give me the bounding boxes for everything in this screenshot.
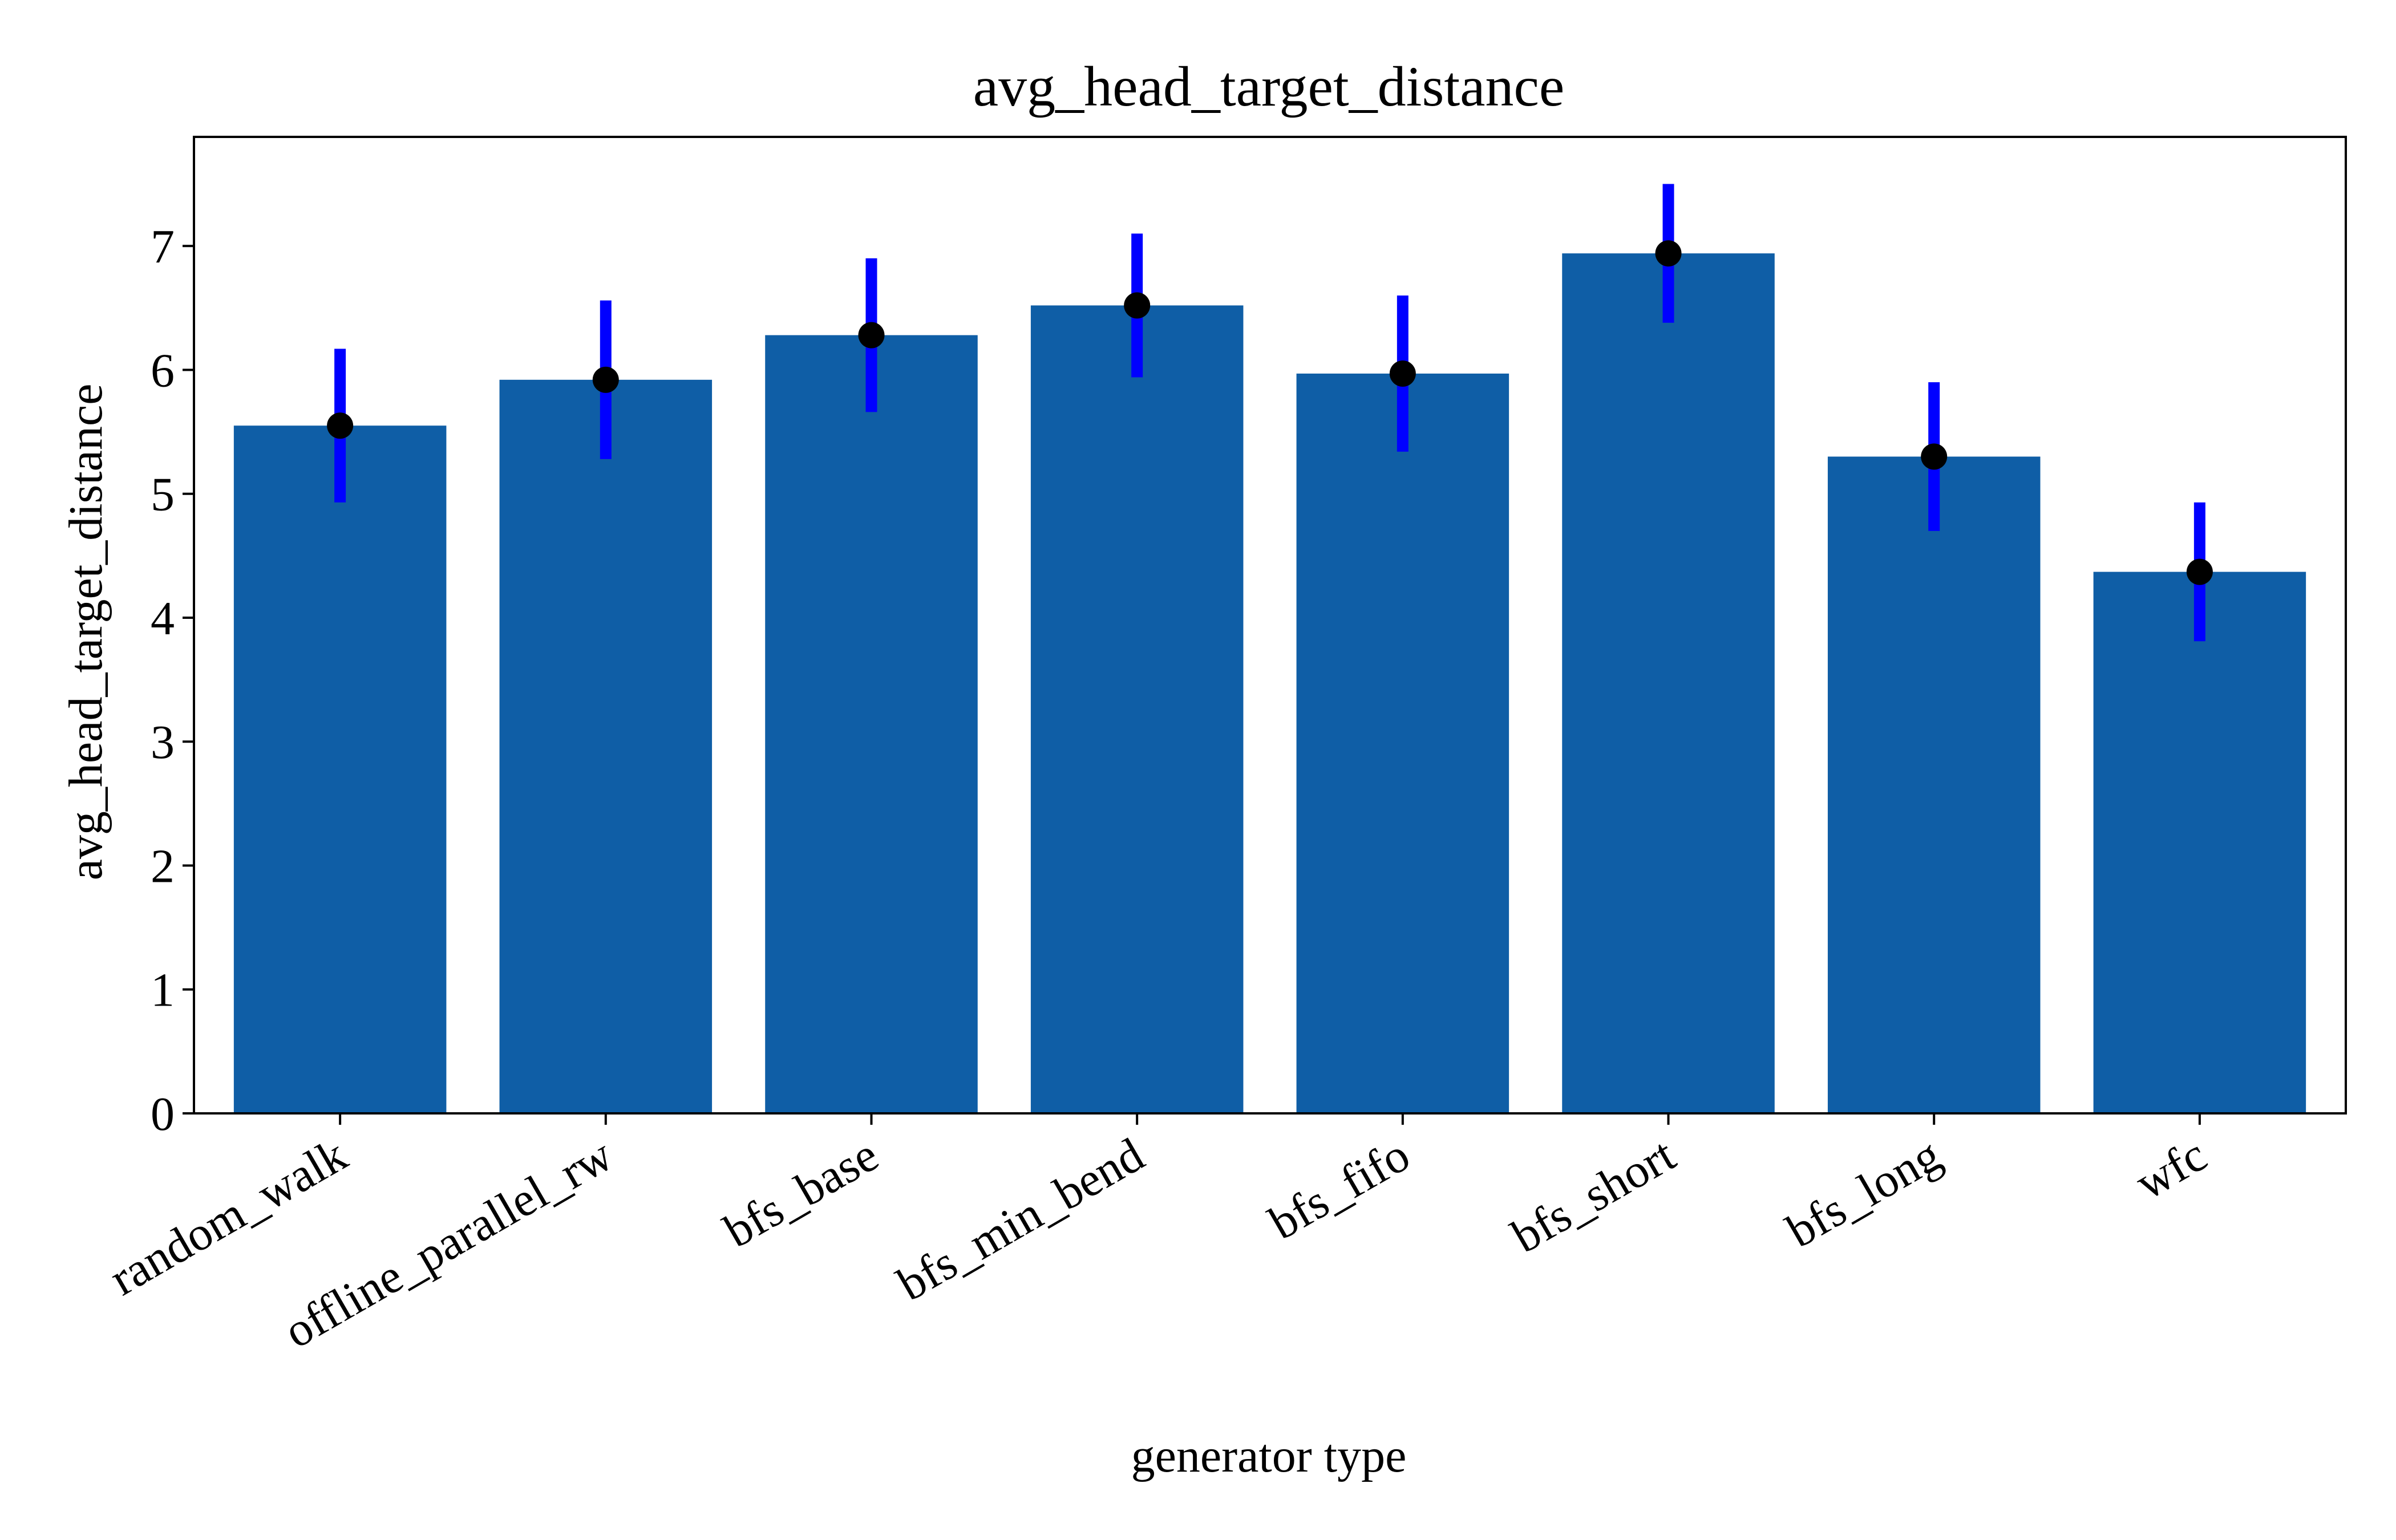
bar-offline_parallel_rw — [499, 379, 713, 1113]
y-tick-label-7: 7 — [151, 220, 175, 273]
y-tick-label-6: 6 — [151, 344, 175, 397]
y-axis-label: avg_head_target_distance — [59, 384, 112, 881]
bar-bfs_fifo — [1296, 373, 1509, 1113]
y-tick-label-5: 5 — [151, 468, 175, 521]
y-tick-label-2: 2 — [151, 840, 175, 893]
x-tick-label-bfs_base: bfs_base — [715, 1128, 887, 1258]
x-tick-label-bfs_long: bfs_long — [1778, 1128, 1950, 1258]
bar-bfs_base — [765, 335, 978, 1113]
point-bfs_long — [1921, 443, 1948, 470]
x-tick-label-bfs_short: bfs_short — [1503, 1128, 1684, 1263]
point-bfs_fifo — [1389, 360, 1416, 387]
x-axis-label: generator type — [1131, 1429, 1407, 1482]
x-tick-label-wfc: wfc — [2127, 1128, 2216, 1210]
point-bfs_base — [858, 322, 885, 348]
y-tick-label-4: 4 — [151, 592, 175, 645]
y-tick-label-0: 0 — [151, 1088, 175, 1141]
x-tick-label-bfs_fifo: bfs_fifo — [1261, 1128, 1419, 1250]
point-wfc — [2186, 558, 2213, 585]
y-tick-label-1: 1 — [151, 964, 175, 1017]
x-tick-label-bfs_min_bend: bfs_min_bend — [889, 1128, 1153, 1311]
bar-bfs_min_bend — [1030, 305, 1244, 1113]
point-offline_parallel_rw — [592, 366, 619, 393]
bar-bfs_short — [1562, 253, 1775, 1113]
point-bfs_min_bend — [1124, 292, 1151, 319]
point-random_walk — [327, 412, 354, 439]
bar-random_walk — [233, 425, 447, 1114]
bar-bfs_long — [1827, 456, 2041, 1114]
bar-wfc — [2093, 572, 2306, 1113]
x-tick-label-random_walk: random_walk — [101, 1128, 356, 1306]
chart-title: avg_head_target_distance — [973, 55, 1565, 118]
y-tick-label-3: 3 — [151, 716, 175, 769]
plot-frame — [193, 136, 2347, 1115]
point-bfs_short — [1655, 240, 1682, 267]
